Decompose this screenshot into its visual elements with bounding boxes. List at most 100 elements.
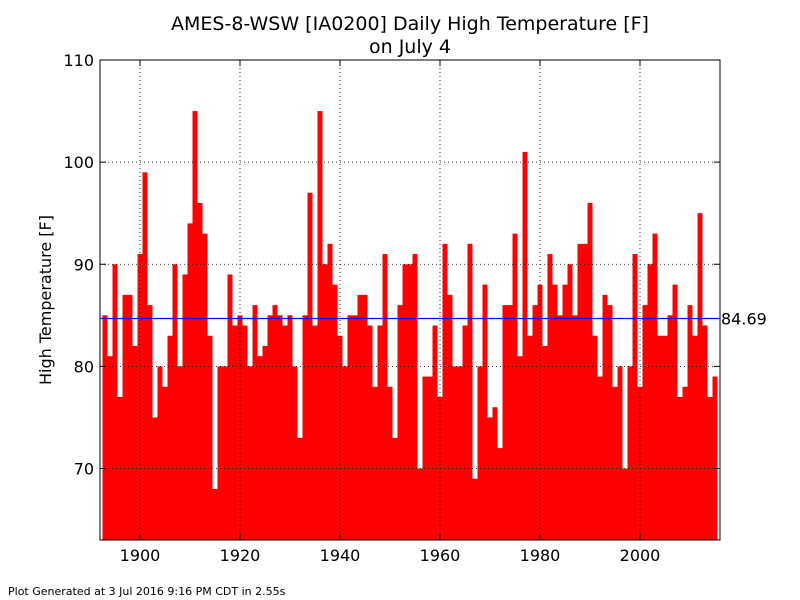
bar — [202, 233, 208, 541]
bar — [707, 397, 713, 540]
bar — [687, 305, 693, 540]
bar — [177, 366, 183, 540]
x-tick-label: 1980 — [520, 546, 561, 565]
bar — [142, 172, 148, 540]
bar — [412, 254, 418, 541]
bar — [517, 356, 523, 540]
bar — [157, 366, 163, 540]
bar — [257, 356, 263, 540]
bar — [487, 417, 493, 540]
bar — [272, 305, 278, 540]
bar — [357, 294, 363, 540]
bar — [467, 243, 473, 541]
average-label: 84.69 — [721, 309, 767, 328]
y-axis-label: High Temperature [F] — [36, 215, 55, 385]
bar — [657, 335, 663, 540]
bar — [402, 264, 408, 540]
bar — [292, 366, 298, 540]
bar — [582, 243, 588, 541]
bar — [712, 376, 718, 540]
bar — [377, 325, 383, 540]
bar — [547, 254, 553, 541]
bar — [337, 335, 343, 540]
bar — [607, 305, 613, 540]
bar — [242, 325, 248, 540]
bar — [267, 315, 273, 540]
tick-labels-group: 1900 1920 1940 1960 1980 2000 70 80 90 100 110 — [63, 51, 660, 565]
bar — [562, 284, 568, 540]
bar — [232, 325, 238, 540]
bar — [632, 254, 638, 541]
ticks-group — [100, 59, 720, 540]
bar — [252, 305, 258, 540]
x-tick-label: 1960 — [420, 546, 461, 565]
footer-note: Plot Generated at 3 Jul 2016 9:16 PM CDT… — [8, 585, 286, 598]
bar — [522, 151, 528, 540]
bar — [387, 386, 393, 540]
bar — [577, 243, 583, 541]
bar — [162, 386, 168, 540]
bar — [422, 376, 428, 540]
bar — [127, 294, 133, 540]
bar — [477, 366, 483, 540]
bar — [702, 325, 708, 540]
bar — [297, 437, 303, 540]
bar — [432, 325, 438, 540]
bar — [192, 111, 198, 540]
bar — [587, 202, 593, 540]
bar — [147, 305, 153, 540]
bar — [512, 233, 518, 541]
bar — [427, 376, 433, 540]
bar — [132, 345, 138, 540]
bar — [277, 315, 283, 540]
bar — [452, 366, 458, 540]
bar — [652, 233, 658, 541]
bar — [367, 325, 373, 540]
bar — [332, 284, 338, 540]
bar — [542, 345, 548, 540]
bar — [237, 315, 243, 540]
bar — [217, 366, 223, 540]
y-tick-label: 80 — [74, 357, 94, 376]
x-tick-label: 1920 — [220, 546, 261, 565]
bar — [617, 366, 623, 540]
bar — [612, 386, 618, 540]
bar — [597, 376, 603, 540]
plot-frame — [99, 59, 721, 541]
bar — [207, 335, 213, 540]
bar — [442, 243, 448, 541]
bars-group — [102, 111, 718, 541]
x-tick-label: 1900 — [120, 546, 161, 565]
bar — [527, 335, 533, 540]
bar — [307, 192, 313, 540]
bar — [287, 315, 293, 540]
bar — [497, 448, 503, 540]
bar — [572, 315, 578, 540]
bar — [557, 315, 563, 540]
bar — [352, 315, 358, 540]
bar — [622, 468, 628, 540]
bar — [302, 315, 308, 540]
y-tick-label: 100 — [63, 153, 94, 172]
bar — [482, 284, 488, 540]
bar — [382, 254, 388, 541]
bar — [667, 315, 673, 540]
bar — [122, 294, 128, 540]
bar — [112, 264, 118, 540]
bar — [417, 468, 423, 540]
bar — [262, 345, 268, 540]
bar — [197, 202, 203, 540]
bar — [152, 417, 158, 540]
bar — [187, 223, 193, 541]
bar — [407, 264, 413, 540]
bar — [532, 305, 538, 540]
bar — [372, 386, 378, 540]
y-tick-label: 110 — [63, 51, 94, 70]
bar — [102, 315, 108, 540]
bar — [627, 366, 633, 540]
bar — [227, 274, 233, 540]
bar — [222, 366, 228, 540]
bar — [347, 315, 353, 540]
bar — [662, 335, 668, 540]
